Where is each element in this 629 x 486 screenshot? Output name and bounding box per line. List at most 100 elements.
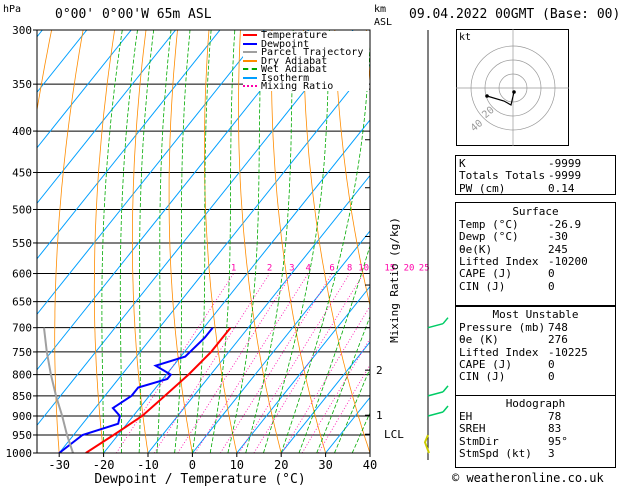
series-dewpoint <box>58 327 214 453</box>
hpa-unit-label: hPa <box>3 4 22 15</box>
pressure-tick-label: 450 <box>12 166 32 179</box>
pressure-tick-label: 300 <box>12 24 32 37</box>
wind-barb <box>427 317 449 329</box>
copyright-footer: © weatheronline.co.uk <box>452 471 604 485</box>
surface-panel: Surface Temp (°C) -26.9 Dewp (°C) -30 θe(K) 24… <box>455 202 616 306</box>
panel-row-value: -30 <box>548 230 568 244</box>
pressure-tick-label: 800 <box>12 369 32 382</box>
panel-row: θe (K) 276 <box>456 333 615 347</box>
panel-row: Dewp (°C) -30 <box>456 230 615 244</box>
temperature-tick-label: 10 <box>230 458 244 472</box>
legend-swatch <box>243 59 257 62</box>
pressure-tick-label: 1000 <box>6 447 33 460</box>
legend-label: Temperature <box>261 30 328 41</box>
panel-row-value: 0 <box>548 370 555 384</box>
mixing-ratio-label: 4 <box>305 264 310 274</box>
panel-row-key: CIN (J) <box>459 279 506 293</box>
legend-label: Dry Adiabat <box>261 55 328 67</box>
pressure-tick-label: 850 <box>12 390 32 403</box>
mixing-ratio-label: 15 <box>384 264 395 274</box>
legend-swatch <box>243 51 257 53</box>
panel-row-key: EH <box>459 410 473 423</box>
mixing-ratio-label: 8 <box>347 264 352 274</box>
km-unit-label: km <box>374 4 387 15</box>
legend-label: Wet Adiabat <box>261 64 328 75</box>
hodograph-kt-label: kt <box>459 32 471 43</box>
panel-row-value: 276 <box>548 333 568 347</box>
temperature-tick-label: 30 <box>318 458 332 472</box>
panel-row-key: Totals Totals <box>459 169 546 183</box>
panel-row: StmDir 95° <box>456 435 615 448</box>
km-tick-label: 1 <box>376 409 383 422</box>
panel-row-value: 748 <box>548 321 568 334</box>
legend: Temperature Dewpoint Parcel Trajectory Dry … <box>243 30 369 92</box>
legend-item: Isotherm <box>243 72 310 84</box>
panel-row-key: Temp (°C) <box>459 218 519 231</box>
km-axis: 1 2 LCL <box>365 30 404 453</box>
mixing-ratio-label: 20 <box>404 264 415 274</box>
temperature-tick-label: -10 <box>137 458 159 472</box>
panel-row-value: -9999 <box>548 157 582 170</box>
pressure-tick-label: 550 <box>12 237 32 250</box>
panel-row: Lifted Index -10225 <box>456 345 615 359</box>
panel-row: StmSpd (kt) 3 <box>456 446 615 460</box>
temperature-tick-label: 20 <box>274 458 288 472</box>
pressure-tick-label: 900 <box>12 410 32 423</box>
wind-barbs <box>423 30 449 460</box>
mixing-ratio-label: 25 <box>419 264 430 274</box>
panel-row-value: 3 <box>548 446 555 460</box>
legend-label: Isotherm <box>261 72 310 84</box>
legend-item: Parcel Trajectory <box>243 47 364 58</box>
panel-row: CIN (J) 0 <box>456 370 615 384</box>
panel-row: CAPE (J) 0 <box>456 267 615 281</box>
legend-label: Dewpoint <box>261 38 310 50</box>
series-parcel-trajectory <box>43 327 74 453</box>
lcl-label: LCL <box>384 428 404 441</box>
panel-title: Surface <box>512 205 559 218</box>
legend-swatch <box>243 34 257 36</box>
mixing-ratio-label: 1 <box>231 264 236 274</box>
mixing-ratio-label: 2 <box>267 264 272 274</box>
legend-item: Wet Adiabat <box>243 64 328 75</box>
plot-frame <box>36 29 371 454</box>
legend-item: Mixing Ratio <box>243 81 334 92</box>
panel-row-key: Lifted Index <box>459 345 539 359</box>
mixing-ratio-title: Mixing Ratio (g/kg) <box>388 217 401 343</box>
mixing-ratio-labels: 1 2 3 4 6 8 10 15 20 25 <box>231 264 430 274</box>
panel-row: Pressure (mb) 748 <box>456 321 615 334</box>
panel-row: CAPE (J) 0 <box>456 357 615 371</box>
legend-item: Temperature <box>243 30 328 41</box>
datetime-title: 09.04.2022 00GMT (Base: 00) <box>409 7 621 22</box>
panel-row-key: SREH <box>459 422 486 436</box>
temperature-tick-label: 0 <box>189 458 196 472</box>
most-unstable-panel: Most Unstable Pressure (mb) 748 θe (K) 276 Li… <box>455 306 616 396</box>
pressure-tick-label: 400 <box>12 125 32 138</box>
panel-row-value: -10200 <box>548 254 588 268</box>
panel-row-value: 83 <box>548 422 562 436</box>
pressure-axis: 300 350 400 450 500 550 600 650 700 750 800 850 900 9… <box>6 24 37 460</box>
hodograph: kt 40 20 <box>456 29 569 146</box>
panel-row-key: θe(K) <box>459 242 493 256</box>
wind-barb <box>427 405 449 417</box>
pressure-tick-label: 650 <box>12 296 32 309</box>
panel-row-key: CIN (J) <box>459 370 506 384</box>
wind-barb <box>427 385 449 397</box>
panel-row: Temp (°C) -26.9 <box>456 218 615 231</box>
panel-row-value: -10225 <box>548 345 588 359</box>
panel-row-value: 78 <box>548 410 562 423</box>
panel-row-key: CAPE (J) <box>459 357 512 371</box>
panel-title: Most Unstable <box>492 308 579 321</box>
legend-swatch <box>243 68 257 70</box>
temperature-axis: -30 -20 -10 0 10 20 30 40 <box>48 453 377 472</box>
pressure-tick-label: 600 <box>12 268 32 281</box>
panel-row: Lifted Index -10200 <box>456 254 615 268</box>
panel-row-key: PW (cm) <box>459 181 506 195</box>
panel-row-value: 0 <box>548 267 555 281</box>
panel-row-key: Lifted Index <box>459 254 539 268</box>
legend-swatch <box>243 85 257 87</box>
panel-row-key: θe (K) <box>459 333 499 347</box>
legend-label: Mixing Ratio <box>261 81 334 92</box>
legend-swatch <box>243 42 257 45</box>
legend-label: Parcel Trajectory <box>261 47 364 58</box>
legend-item: Dry Adiabat <box>243 55 328 67</box>
